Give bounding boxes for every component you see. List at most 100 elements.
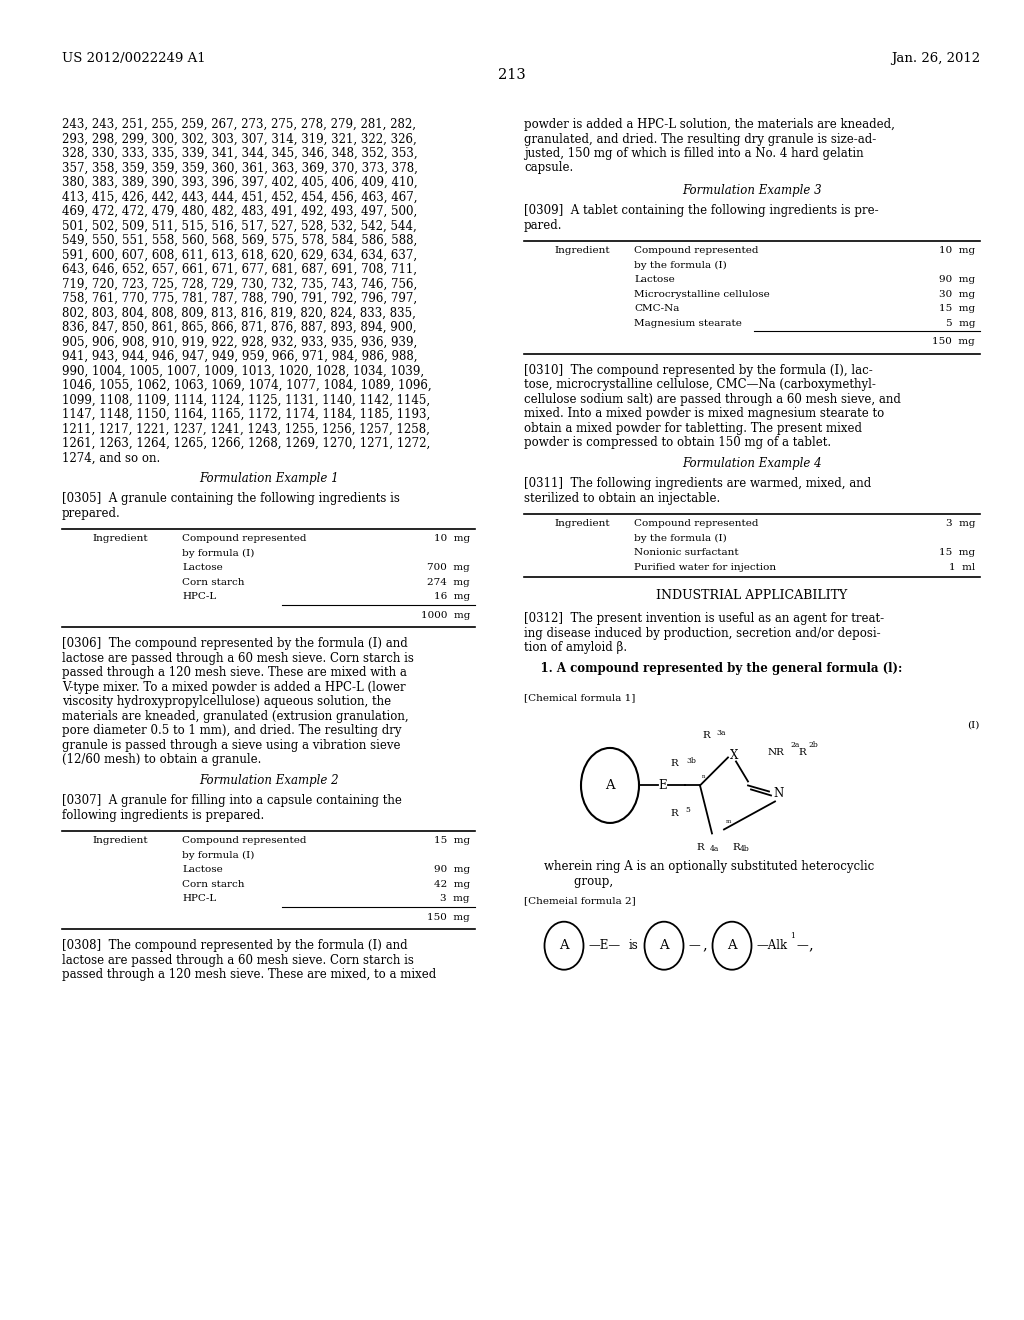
Text: pared.: pared. <box>524 219 562 232</box>
Text: materials are kneaded, granulated (extrusion granulation,: materials are kneaded, granulated (extru… <box>62 710 409 723</box>
Text: Purified water for injection: Purified water for injection <box>634 562 776 572</box>
Text: 501, 502, 509, 511, 515, 516, 517, 527, 528, 532, 542, 544,: 501, 502, 509, 511, 515, 516, 517, 527, … <box>62 219 417 232</box>
Text: 1261, 1263, 1264, 1265, 1266, 1268, 1269, 1270, 1271, 1272,: 1261, 1263, 1264, 1265, 1266, 1268, 1269… <box>62 437 430 450</box>
Text: 758, 761, 770, 775, 781, 787, 788, 790, 791, 792, 796, 797,: 758, 761, 770, 775, 781, 787, 788, 790, … <box>62 292 417 305</box>
Text: Formulation Example 4: Formulation Example 4 <box>682 457 822 470</box>
Text: [0309]  A tablet containing the following ingredients is pre-: [0309] A tablet containing the following… <box>524 205 879 218</box>
Text: Formulation Example 2: Formulation Example 2 <box>199 774 338 787</box>
Text: Compound represented: Compound represented <box>634 247 759 255</box>
Text: following ingredients is prepared.: following ingredients is prepared. <box>62 809 264 821</box>
Text: 1211, 1217, 1221, 1237, 1241, 1243, 1255, 1256, 1257, 1258,: 1211, 1217, 1221, 1237, 1241, 1243, 1255… <box>62 422 430 436</box>
Text: 1274, and so on.: 1274, and so on. <box>62 451 160 465</box>
Text: 1. A compound represented by the general formula (l):: 1. A compound represented by the general… <box>524 661 902 675</box>
Text: [0306]  The compound represented by the formula (I) and: [0306] The compound represented by the f… <box>62 638 408 651</box>
Text: sterilized to obtain an injectable.: sterilized to obtain an injectable. <box>524 491 720 504</box>
Text: Corn starch: Corn starch <box>182 578 245 587</box>
Text: 10  mg: 10 mg <box>939 247 975 255</box>
Text: A: A <box>559 940 568 952</box>
Text: 328, 330, 333, 335, 339, 341, 344, 345, 346, 348, 352, 353,: 328, 330, 333, 335, 339, 341, 344, 345, … <box>62 147 418 160</box>
Text: R: R <box>671 809 678 818</box>
Text: ₙ: ₙ <box>702 771 706 780</box>
Text: Compound represented: Compound represented <box>634 519 759 528</box>
Text: 591, 600, 607, 608, 611, 613, 618, 620, 629, 634, 634, 637,: 591, 600, 607, 608, 611, 613, 618, 620, … <box>62 248 417 261</box>
Text: powder is compressed to obtain 150 mg of a tablet.: powder is compressed to obtain 150 mg of… <box>524 437 831 449</box>
Text: 3  mg: 3 mg <box>945 519 975 528</box>
Text: 5  mg: 5 mg <box>945 319 975 327</box>
Text: 836, 847, 850, 861, 865, 866, 871, 876, 887, 893, 894, 900,: 836, 847, 850, 861, 865, 866, 871, 876, … <box>62 321 417 334</box>
Text: 4b: 4b <box>740 845 750 854</box>
Text: 10  mg: 10 mg <box>434 535 470 544</box>
Text: 15  mg: 15 mg <box>434 836 470 845</box>
Text: 2b: 2b <box>808 742 818 750</box>
Text: —: — <box>688 940 699 952</box>
Text: by the formula (I): by the formula (I) <box>634 261 727 269</box>
Text: 16  mg: 16 mg <box>434 593 470 602</box>
Text: 3b: 3b <box>686 758 696 766</box>
Text: ₘ: ₘ <box>726 817 731 825</box>
Text: NR: NR <box>768 748 784 756</box>
Text: granule is passed through a sieve using a vibration sieve: granule is passed through a sieve using … <box>62 739 400 752</box>
Text: 15  mg: 15 mg <box>939 548 975 557</box>
Text: —: — <box>796 940 808 952</box>
Text: Lactose: Lactose <box>182 564 223 573</box>
Text: ing disease induced by production, secretion and/or deposi-: ing disease induced by production, secre… <box>524 627 881 640</box>
Text: 4a: 4a <box>710 845 720 854</box>
Text: Compound represented: Compound represented <box>182 836 306 845</box>
Text: tion of amyloid β.: tion of amyloid β. <box>524 642 627 655</box>
Text: 243, 243, 251, 255, 259, 267, 273, 275, 278, 279, 281, 282,: 243, 243, 251, 255, 259, 267, 273, 275, … <box>62 117 416 131</box>
Text: A: A <box>727 940 737 952</box>
Text: 5: 5 <box>685 807 690 814</box>
Text: 700  mg: 700 mg <box>427 564 470 573</box>
Text: Nonionic surfactant: Nonionic surfactant <box>634 548 738 557</box>
Text: 150  mg: 150 mg <box>932 338 975 346</box>
Text: 1  ml: 1 ml <box>949 562 975 572</box>
Text: —E—: —E— <box>588 940 621 952</box>
Text: 1046, 1055, 1062, 1063, 1069, 1074, 1077, 1084, 1089, 1096,: 1046, 1055, 1062, 1063, 1069, 1074, 1077… <box>62 379 432 392</box>
Text: passed through a 120 mesh sieve. These are mixed, to a mixed: passed through a 120 mesh sieve. These a… <box>62 968 436 981</box>
Text: Corn starch: Corn starch <box>182 879 245 888</box>
Text: R: R <box>671 759 678 768</box>
Text: A: A <box>659 940 669 952</box>
Text: 643, 646, 652, 657, 661, 671, 677, 681, 687, 691, 708, 711,: 643, 646, 652, 657, 661, 671, 677, 681, … <box>62 263 417 276</box>
Text: lactose are passed through a 60 mesh sieve. Corn starch is: lactose are passed through a 60 mesh sie… <box>62 953 414 966</box>
Text: Ingredient: Ingredient <box>554 247 609 255</box>
Text: (12/60 mesh) to obtain a granule.: (12/60 mesh) to obtain a granule. <box>62 754 261 767</box>
Text: by formula (I): by formula (I) <box>182 850 254 859</box>
Text: [0310]  The compound represented by the formula (I), lac-: [0310] The compound represented by the f… <box>524 364 872 376</box>
Text: E: E <box>658 779 668 792</box>
Text: viscosity hydroxypropylcellulose) aqueous solution, the: viscosity hydroxypropylcellulose) aqueou… <box>62 696 391 709</box>
Text: tose, microcrystalline cellulose, CMC—Na (carboxymethyl-: tose, microcrystalline cellulose, CMC—Na… <box>524 379 876 391</box>
Text: wherein ring A is an optionally substituted heterocyclic: wherein ring A is an optionally substitu… <box>544 861 874 874</box>
Text: 905, 906, 908, 910, 919, 922, 928, 932, 933, 935, 936, 939,: 905, 906, 908, 910, 919, 922, 928, 932, … <box>62 335 417 348</box>
Text: —Alk: —Alk <box>756 940 787 952</box>
Text: Microcrystalline cellulose: Microcrystalline cellulose <box>634 290 770 298</box>
Text: prepared.: prepared. <box>62 507 121 520</box>
Text: [0307]  A granule for filling into a capsule containing the: [0307] A granule for filling into a caps… <box>62 795 401 807</box>
Text: HPC-L: HPC-L <box>182 894 216 903</box>
Text: 90  mg: 90 mg <box>434 865 470 874</box>
Text: pore diameter 0.5 to 1 mm), and dried. The resulting dry: pore diameter 0.5 to 1 mm), and dried. T… <box>62 725 401 738</box>
Text: Magnesium stearate: Magnesium stearate <box>634 319 741 327</box>
Text: granulated, and dried. The resulting dry granule is size-ad-: granulated, and dried. The resulting dry… <box>524 132 877 145</box>
Text: [Chemical formula 1]: [Chemical formula 1] <box>524 694 635 702</box>
Text: 274  mg: 274 mg <box>427 578 470 587</box>
Text: powder is added a HPC-L solution, the materials are kneaded,: powder is added a HPC-L solution, the ma… <box>524 117 895 131</box>
Text: Formulation Example 3: Formulation Example 3 <box>682 183 822 197</box>
Text: US 2012/0022249 A1: US 2012/0022249 A1 <box>62 51 206 65</box>
Text: 802, 803, 804, 808, 809, 813, 816, 819, 820, 824, 833, 835,: 802, 803, 804, 808, 809, 813, 816, 819, … <box>62 306 416 319</box>
Text: 213: 213 <box>498 69 526 82</box>
Text: 549, 550, 551, 558, 560, 568, 569, 575, 578, 584, 586, 588,: 549, 550, 551, 558, 560, 568, 569, 575, … <box>62 234 417 247</box>
Text: 469, 472, 472, 479, 480, 482, 483, 491, 492, 493, 497, 500,: 469, 472, 472, 479, 480, 482, 483, 491, … <box>62 205 417 218</box>
Text: [0308]  The compound represented by the formula (I) and: [0308] The compound represented by the f… <box>62 939 408 952</box>
Text: 15  mg: 15 mg <box>939 305 975 313</box>
Text: R: R <box>798 748 806 756</box>
Text: 90  mg: 90 mg <box>939 276 975 284</box>
Text: 1099, 1108, 1109, 1114, 1124, 1125, 1131, 1140, 1142, 1145,: 1099, 1108, 1109, 1114, 1124, 1125, 1131… <box>62 393 430 407</box>
Text: 380, 383, 389, 390, 393, 396, 397, 402, 405, 406, 409, 410,: 380, 383, 389, 390, 393, 396, 397, 402, … <box>62 176 418 189</box>
Text: 357, 358, 359, 359, 359, 360, 361, 363, 369, 370, 373, 378,: 357, 358, 359, 359, 359, 360, 361, 363, … <box>62 161 418 174</box>
Text: 2a: 2a <box>790 742 800 750</box>
Text: [0311]  The following ingredients are warmed, mixed, and: [0311] The following ingredients are war… <box>524 477 871 490</box>
Text: 42  mg: 42 mg <box>434 879 470 888</box>
Text: passed through a 120 mesh sieve. These are mixed with a: passed through a 120 mesh sieve. These a… <box>62 667 407 680</box>
Text: 413, 415, 426, 442, 443, 444, 451, 452, 454, 456, 463, 467,: 413, 415, 426, 442, 443, 444, 451, 452, … <box>62 190 418 203</box>
